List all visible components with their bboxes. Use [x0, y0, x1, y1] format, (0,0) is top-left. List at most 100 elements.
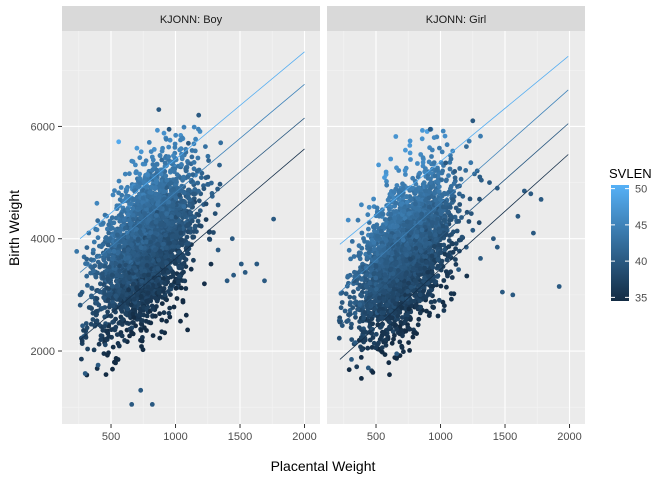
data-point [173, 234, 179, 240]
fit-line-svlen-50 [79, 51, 305, 240]
data-point [113, 356, 119, 361]
panel-boy-strip-background [62, 6, 320, 31]
data-point [182, 200, 188, 206]
data-point [158, 222, 163, 228]
data-point [336, 335, 342, 341]
data-point [205, 153, 211, 159]
data-point [177, 147, 183, 153]
data-point [180, 261, 186, 267]
data-point [185, 327, 191, 333]
data-point [86, 305, 92, 310]
data-point [94, 227, 100, 233]
data-point [187, 203, 192, 208]
data-point [95, 235, 101, 241]
data-point [349, 337, 355, 342]
data-point [96, 288, 102, 294]
data-point [91, 247, 96, 253]
data-point [183, 257, 189, 262]
data-point [176, 279, 181, 285]
data-point [150, 333, 156, 338]
data-point [446, 244, 452, 250]
data-point [106, 334, 112, 339]
data-point [195, 155, 201, 161]
data-point [366, 226, 371, 232]
data-point [464, 144, 469, 150]
data-point [125, 207, 131, 212]
data-point [97, 243, 102, 249]
data-point [196, 126, 201, 132]
data-point [119, 333, 125, 339]
data-point [117, 289, 122, 294]
data-point [170, 159, 176, 165]
data-point [111, 248, 117, 254]
data-point [416, 316, 422, 322]
data-point [96, 302, 102, 308]
data-point-outlier [77, 292, 83, 298]
data-point [110, 192, 116, 198]
data-point [185, 229, 191, 235]
data-point [171, 153, 176, 159]
data-point [420, 127, 425, 133]
data-point [108, 226, 114, 232]
data-point [403, 172, 408, 177]
data-point [353, 314, 358, 320]
data-point [145, 290, 151, 296]
data-point [150, 157, 156, 163]
data-point [130, 213, 136, 218]
data-point [365, 345, 371, 351]
data-point [452, 175, 458, 181]
data-point [137, 229, 143, 235]
data-point [138, 328, 144, 333]
data-point [394, 183, 400, 188]
data-point [199, 170, 205, 176]
data-point [102, 212, 108, 218]
data-point [137, 171, 143, 177]
data-point [195, 218, 201, 224]
data-point [138, 294, 144, 299]
data-point [172, 145, 178, 150]
data-point [386, 360, 392, 366]
data-point [146, 272, 151, 278]
data-point [182, 278, 188, 284]
data-point [400, 181, 405, 187]
panel-girl-background [327, 31, 585, 424]
data-point [140, 318, 146, 324]
data-point [173, 285, 179, 291]
data-point [176, 258, 182, 264]
data-point [137, 223, 143, 229]
data-point [121, 279, 127, 285]
data-point [105, 242, 111, 248]
data-point-outlier [156, 107, 162, 112]
data-point [425, 291, 431, 297]
data-point [157, 153, 163, 159]
data-point [355, 286, 361, 292]
data-point-outlier [80, 323, 85, 329]
data-point [151, 251, 156, 257]
data-point [117, 263, 122, 269]
data-point [110, 366, 115, 372]
data-point [338, 305, 344, 311]
data-point [150, 198, 155, 204]
data-point [106, 256, 112, 262]
data-point [376, 162, 381, 168]
data-point [477, 196, 482, 202]
data-point [190, 172, 196, 178]
data-point [109, 261, 114, 266]
data-point [161, 276, 166, 281]
data-point [394, 165, 399, 171]
data-point [121, 268, 127, 273]
data-point [167, 137, 173, 143]
data-point [169, 243, 175, 249]
data-point [203, 201, 209, 207]
data-point [476, 220, 482, 226]
data-point [164, 245, 169, 251]
data-point [468, 160, 474, 166]
data-point [190, 191, 196, 197]
data-point [177, 192, 183, 198]
data-point [346, 367, 352, 373]
data-point [100, 220, 106, 226]
data-point [102, 323, 108, 329]
data-point [135, 184, 141, 190]
data-point [446, 173, 451, 179]
data-point [393, 134, 399, 139]
